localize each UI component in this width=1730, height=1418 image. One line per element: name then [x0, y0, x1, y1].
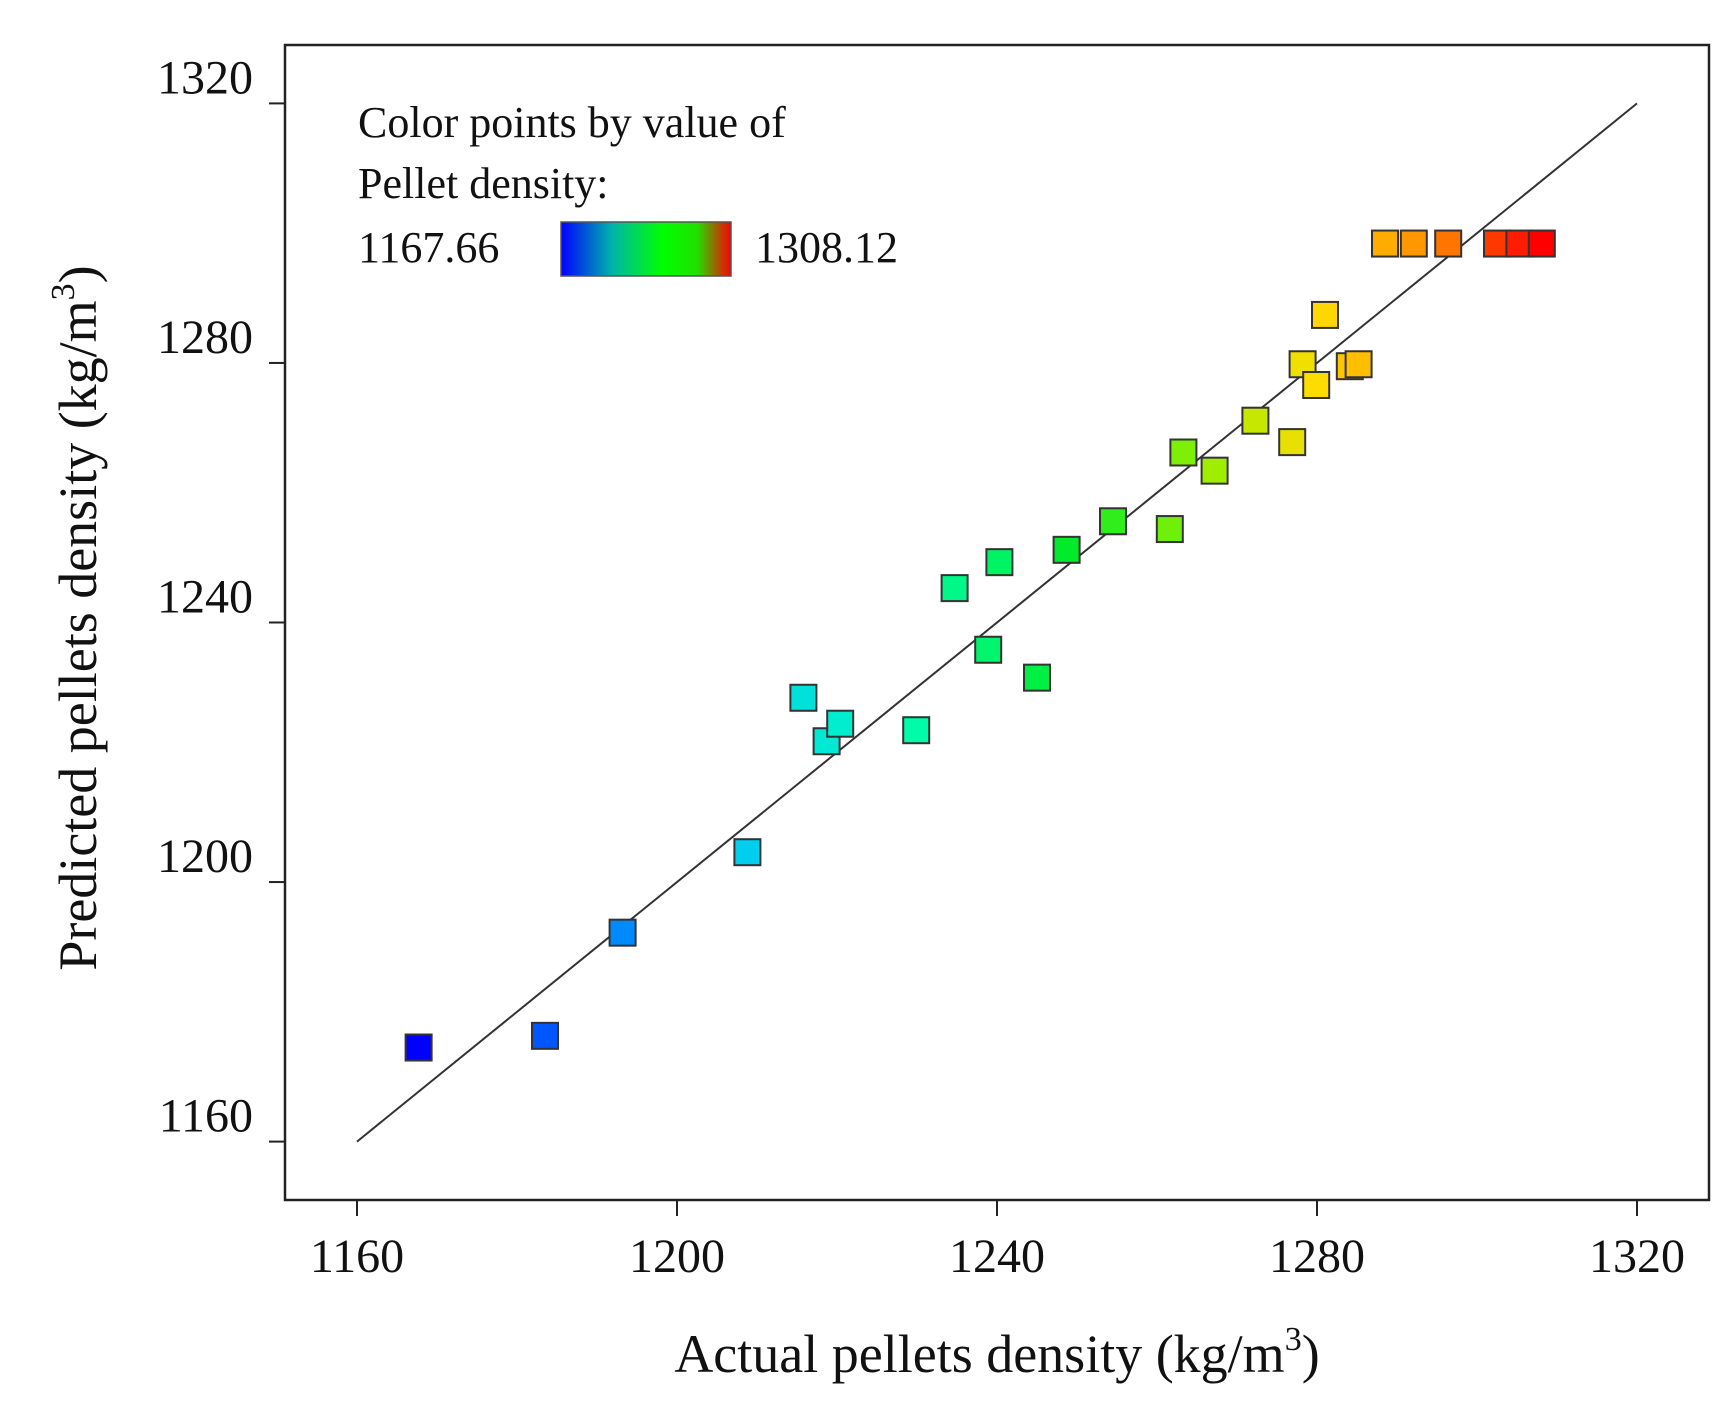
data-point	[1527, 229, 1556, 258]
data-point	[531, 1021, 559, 1050]
data-point	[1302, 371, 1331, 400]
x-tick-label: 1240	[949, 1230, 1045, 1283]
data-point	[608, 918, 637, 947]
y-axis-title-superscript: 3	[45, 283, 82, 300]
data-point	[1099, 507, 1127, 536]
x-tick-label: 1320	[1589, 1230, 1685, 1283]
data-point	[1344, 350, 1373, 379]
y-tick-label: 1280	[157, 311, 253, 364]
y-tick-label: 1240	[157, 571, 253, 624]
data-point	[1169, 438, 1198, 467]
x-tick-label: 1160	[310, 1230, 404, 1283]
data-point	[1311, 300, 1339, 329]
x-axis-ticks: 1160 1200 1240 1280 1320	[310, 1200, 1685, 1283]
legend-title-line1: Color points by value of	[358, 98, 786, 147]
data-points	[404, 229, 1556, 1062]
legend-color-gradient	[560, 221, 732, 277]
y-axis-ticks: 1160 1200 1240 1280 1320	[157, 51, 285, 1143]
y-tick-label: 1320	[157, 51, 253, 104]
data-point	[985, 548, 1014, 577]
y-tick-label: 1160	[159, 1090, 253, 1143]
data-point	[1155, 515, 1184, 544]
reference-line	[356, 102, 1638, 1143]
data-point	[1399, 229, 1428, 258]
y-axis-title: Predicted pellets density (kg/m3)	[45, 265, 108, 970]
x-axis-title: Actual pellets density (kg/m3)	[674, 1321, 1319, 1384]
data-point	[826, 709, 855, 738]
x-tick-label: 1200	[629, 1230, 725, 1283]
data-point	[940, 574, 969, 603]
legend: Color points by value of Pellet density:…	[358, 98, 898, 277]
data-point	[1200, 456, 1229, 485]
x-tick-label: 1280	[1269, 1230, 1365, 1283]
data-point	[789, 683, 818, 712]
data-point	[404, 1033, 433, 1062]
legend-min-label: 1167.66	[358, 223, 499, 272]
data-point	[1023, 663, 1051, 692]
data-point	[1371, 229, 1399, 258]
data-point	[974, 635, 1003, 664]
data-point	[1434, 229, 1463, 258]
data-point	[902, 716, 931, 745]
data-point	[1052, 535, 1081, 564]
legend-max-label: 1308.12	[755, 223, 898, 272]
data-point	[733, 838, 762, 867]
legend-title-line2: Pellet density:	[358, 159, 609, 208]
data-point	[1241, 406, 1270, 435]
data-point	[1278, 428, 1307, 457]
x-axis-title-superscript: 3	[1285, 1321, 1302, 1358]
y-tick-label: 1200	[157, 830, 253, 883]
